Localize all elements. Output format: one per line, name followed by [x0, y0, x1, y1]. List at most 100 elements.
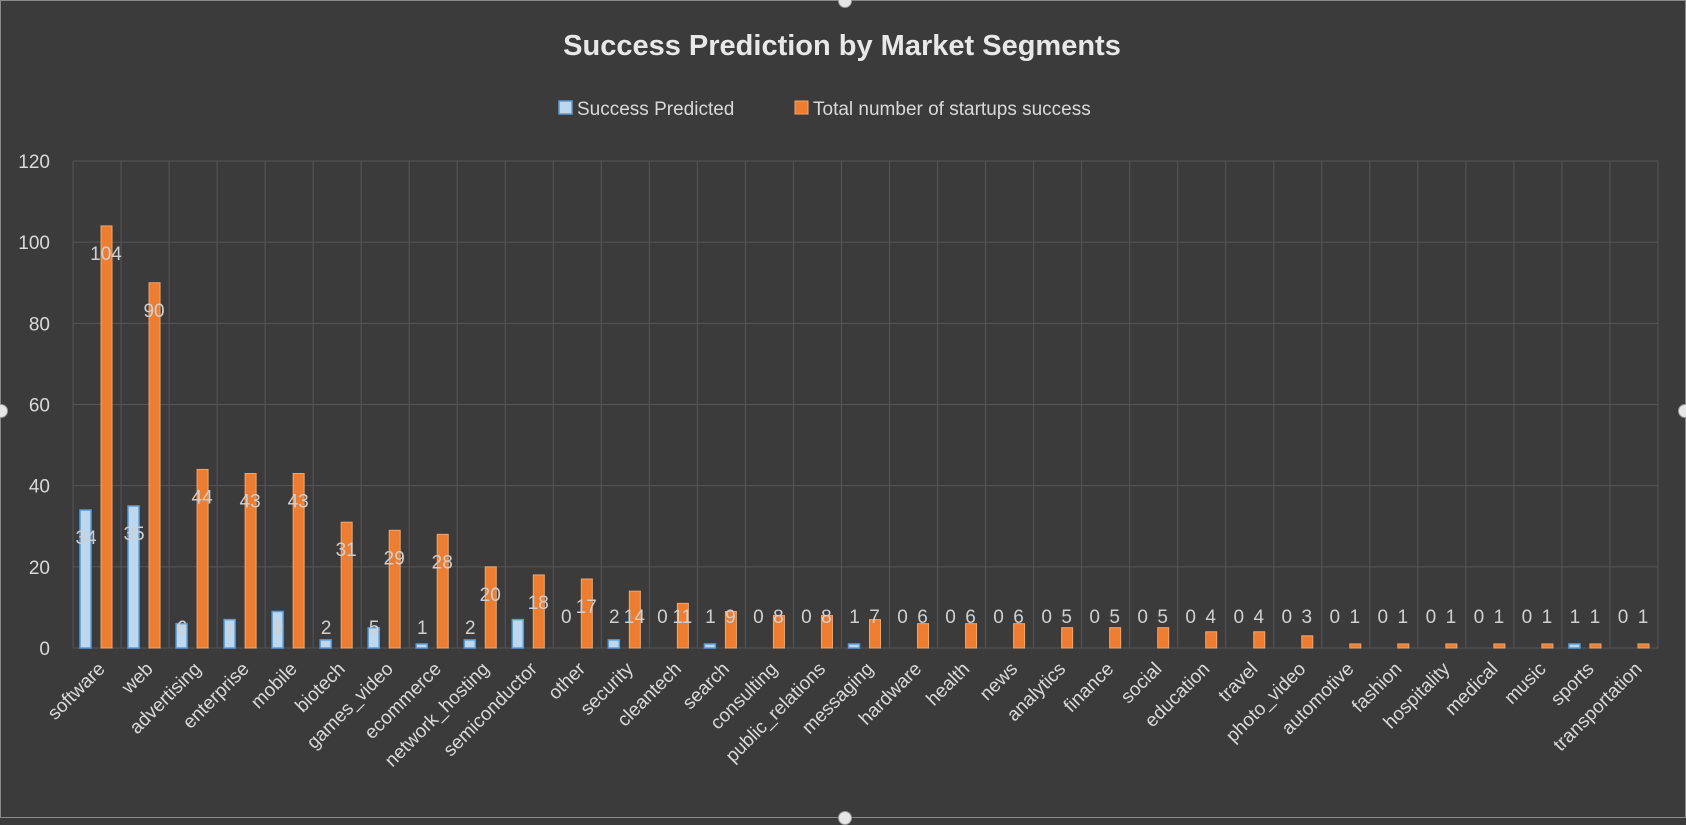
x-tick-label: finance	[1060, 659, 1118, 717]
bar-total-success	[1637, 643, 1650, 649]
data-label-success-predicted: 0	[657, 607, 668, 628]
legend-swatch-success-predicted	[558, 100, 573, 115]
resize-handle-right[interactable]	[1678, 404, 1686, 418]
data-label-success-predicted: 5	[369, 618, 380, 639]
bar-total-success	[100, 225, 113, 649]
y-tick-label: 40	[29, 477, 50, 498]
data-label-total-success: 18	[528, 593, 549, 614]
data-label-total-success: 44	[192, 487, 214, 508]
bar-success-predicted	[847, 643, 861, 649]
data-label-total-success: 28	[432, 552, 453, 573]
bar-total-success	[436, 533, 449, 649]
bar-success-predicted	[175, 622, 188, 649]
bar-total-success	[580, 578, 593, 649]
data-label-success-predicted: 0	[1426, 607, 1437, 628]
legend-swatch-total-success	[794, 100, 809, 115]
data-label-total-success: 31	[336, 540, 357, 561]
data-label-total-success: 29	[384, 548, 405, 569]
bar-success-predicted	[703, 643, 717, 649]
y-tick-label: 100	[18, 233, 50, 254]
data-label-total-success: 9	[725, 607, 736, 628]
data-label-total-success: 3	[1301, 607, 1312, 628]
data-label-total-success: 6	[917, 607, 928, 628]
data-label-success-predicted: 0	[1330, 607, 1341, 628]
bar-total-success	[1541, 643, 1554, 649]
data-label-success-predicted: 0	[1089, 607, 1100, 628]
data-label-total-success: 17	[576, 597, 597, 618]
bar-total-success	[628, 590, 641, 649]
bar-total-success	[292, 472, 305, 649]
x-tick-label: health	[923, 659, 974, 710]
y-axis: 0 20 40 60 80 100 120	[18, 152, 50, 660]
bar-success-predicted	[511, 618, 525, 649]
data-label-success-predicted: 6	[177, 618, 188, 639]
bar-total-success	[869, 619, 881, 649]
y-tick-label: 60	[29, 396, 50, 417]
data-label-total-success: 1	[1638, 607, 1649, 628]
bar-success-predicted	[607, 639, 621, 649]
bar-success-predicted	[271, 610, 284, 649]
plot-area	[79, 225, 1650, 649]
bar-total-success	[1589, 643, 1602, 649]
y-tick-label: 80	[29, 314, 50, 335]
data-label-total-success: 43	[240, 491, 261, 512]
data-label-success-predicted: 1	[417, 618, 428, 639]
bar-success-predicted	[463, 639, 477, 649]
data-label-success-predicted: 0	[1281, 607, 1292, 628]
data-label-success-predicted: 0	[561, 607, 572, 628]
data-label-success-predicted: 2	[465, 618, 476, 639]
bar-success-predicted	[367, 626, 380, 649]
bar-success-predicted	[1568, 643, 1581, 649]
data-label-success-predicted: 1	[705, 607, 716, 628]
data-label-success-predicted: 0	[801, 607, 812, 628]
data-label-success-predicted: 0	[753, 607, 764, 628]
data-label-total-success: 1	[1350, 607, 1361, 628]
legend-label-success-predicted: Success Predicted	[577, 99, 734, 120]
data-label-success-predicted: 1	[1570, 607, 1581, 628]
data-label-success-predicted: 0	[993, 607, 1004, 628]
legend-label-total-success: Total number of startups success	[813, 99, 1091, 120]
data-label-total-success: 43	[288, 491, 309, 512]
data-label-total-success: 1	[1398, 607, 1409, 628]
bar-total-success	[1061, 627, 1074, 649]
x-tick-label: medical	[1441, 659, 1502, 720]
data-label-total-success: 1	[1446, 607, 1457, 628]
data-label-success-predicted: 0	[1041, 607, 1052, 628]
data-label-success-predicted: 0	[1233, 607, 1244, 628]
data-label-success-predicted: 9	[273, 618, 284, 639]
bar-total-success	[484, 566, 497, 649]
data-label-total-success: 104	[90, 244, 122, 265]
data-label-total-success: 6	[965, 607, 976, 628]
bar-total-success	[196, 468, 209, 649]
data-label-total-success: 8	[773, 607, 784, 628]
data-label-total-success: 1	[1494, 607, 1505, 628]
data-label-success-predicted: 0	[1474, 607, 1485, 628]
bar-total-success	[1109, 627, 1122, 649]
bar-total-success	[244, 472, 257, 649]
data-label-total-success: 20	[480, 585, 501, 606]
bar-total-success	[772, 615, 785, 649]
x-axis: software webadvertisingenterprisemobilebi…	[44, 658, 1647, 771]
data-label-success-predicted: 2	[321, 618, 332, 639]
data-label-success-predicted: 34	[75, 528, 97, 549]
data-label-success-predicted: 0	[1185, 607, 1196, 628]
bar-success-predicted	[415, 643, 428, 649]
bar-total-success	[820, 615, 833, 649]
data-label-success-predicted: 2	[609, 607, 620, 628]
data-label-success-predicted: 1	[849, 607, 860, 628]
data-label-success-predicted: 0	[1522, 607, 1533, 628]
y-tick-label: 0	[39, 639, 50, 660]
data-label-success-predicted: 0	[1137, 607, 1148, 628]
data-label-success-predicted: 35	[123, 524, 144, 545]
bar-total-success	[1301, 635, 1314, 649]
data-label-total-success: 5	[1157, 607, 1168, 628]
x-tick-label: music	[1501, 659, 1551, 709]
data-label-success-predicted: 0	[1618, 607, 1629, 628]
bar-total-success	[1013, 623, 1026, 649]
data-label-success-predicted: 7	[225, 618, 236, 639]
bar-total-success	[532, 574, 545, 649]
data-label-total-success: 5	[1109, 607, 1120, 628]
data-label-total-success: 8	[821, 607, 832, 628]
bar-total-success	[965, 623, 978, 649]
bar-total-success	[1397, 643, 1410, 649]
